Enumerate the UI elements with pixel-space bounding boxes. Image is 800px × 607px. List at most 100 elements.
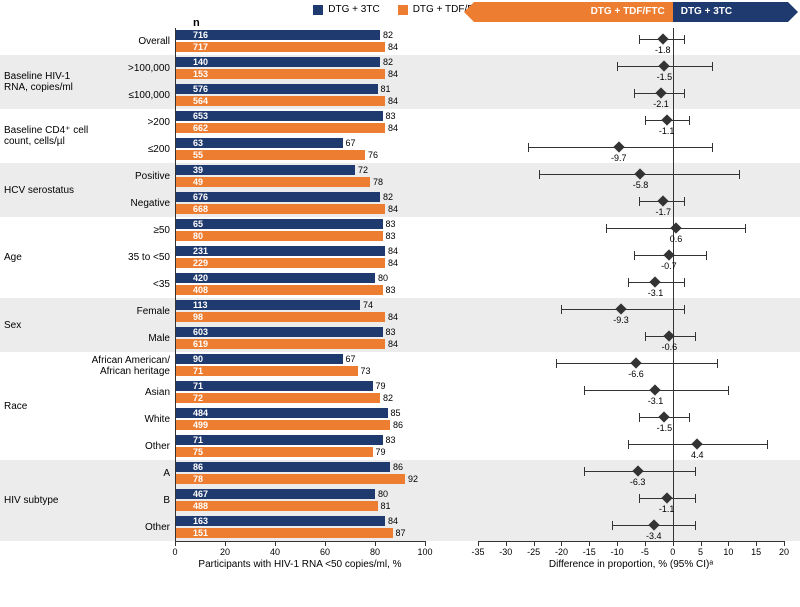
forest-point	[650, 384, 661, 395]
bar-pct: 84	[388, 516, 398, 526]
tick-label: 10	[723, 547, 733, 557]
bar-n: 467	[193, 489, 208, 499]
sub-label: ≤100,000	[90, 82, 170, 109]
tick	[506, 541, 507, 546]
forest-cap	[639, 197, 640, 206]
tick-label: -30	[499, 547, 512, 557]
tick-label: 5	[698, 547, 703, 557]
bar-pct: 67	[346, 138, 356, 148]
bar-n: 140	[193, 57, 208, 67]
bar-pct: 82	[383, 393, 393, 403]
forest-cap	[684, 89, 685, 98]
bar-n: 668	[193, 204, 208, 214]
bar-y-axis	[175, 28, 176, 541]
tick	[425, 541, 426, 546]
tick-label: 0	[172, 547, 177, 557]
tick	[728, 541, 729, 546]
tick	[534, 541, 535, 546]
forest-cap	[617, 62, 618, 71]
tick-label: -35	[471, 547, 484, 557]
legend-item-arm1: DTG + 3TC	[313, 4, 379, 15]
tick-label: 100	[417, 547, 432, 557]
sub-label: >100,000	[90, 55, 170, 82]
bar-n: 86	[193, 462, 203, 472]
bar-n: 39	[193, 165, 203, 175]
swatch-arm1	[313, 5, 323, 15]
bar-n: 163	[193, 516, 208, 526]
forest-cap	[695, 332, 696, 341]
bar-n: 564	[193, 96, 208, 106]
forest-cap	[639, 494, 640, 503]
bar-pct: 84	[388, 69, 398, 79]
forest-cap	[689, 413, 690, 422]
forest-value: -3.1	[648, 396, 664, 406]
bar-pct: 83	[386, 435, 396, 445]
forest-cap	[695, 494, 696, 503]
sub-label: Negative	[90, 190, 170, 217]
bar-pct: 84	[388, 246, 398, 256]
tick	[756, 541, 757, 546]
bar-n: 717	[193, 42, 208, 52]
bar-n: 603	[193, 327, 208, 337]
tick	[275, 541, 276, 546]
bar-n: 65	[193, 219, 203, 229]
bar-pct: 84	[388, 339, 398, 349]
bar	[175, 312, 385, 322]
bar	[175, 435, 383, 445]
forest-value: -3.4	[646, 531, 662, 541]
forest-value: -1.1	[659, 504, 675, 514]
forest-value: -6.3	[630, 477, 646, 487]
tick-label: 80	[370, 547, 380, 557]
forest-cap	[684, 278, 685, 287]
tick	[589, 541, 590, 546]
forest-value: -2.1	[653, 99, 669, 109]
tick	[325, 541, 326, 546]
arrow-left-label: DTG + TDF/FTC	[591, 6, 665, 17]
forest-cap	[739, 170, 740, 179]
tick-label: -25	[527, 547, 540, 557]
forest-cap	[645, 332, 646, 341]
group-label: Baseline CD4⁺ cell count, cells/µl	[4, 109, 90, 163]
bar-n: 662	[193, 123, 208, 133]
bar	[175, 219, 383, 229]
forest-point	[692, 438, 703, 449]
forest-cap	[539, 170, 540, 179]
bar-n: 676	[193, 192, 208, 202]
bar-pct: 84	[388, 96, 398, 106]
bar-pct: 67	[346, 354, 356, 364]
bar-pct: 92	[408, 474, 418, 484]
sub-label: White	[90, 406, 170, 433]
bar-n: 72	[193, 393, 203, 403]
forest-cap	[584, 467, 585, 476]
forest-cap	[645, 116, 646, 125]
tick-label: 0	[670, 547, 675, 557]
bar-pct: 80	[378, 273, 388, 283]
forest-cap	[561, 305, 562, 314]
group-label: Baseline HIV-1 RNA, copies/ml	[4, 55, 90, 109]
sub-label: A	[90, 460, 170, 487]
sub-label: African American/ African heritage	[90, 352, 170, 379]
bar-pct: 73	[361, 366, 371, 376]
bar-n: 78	[193, 474, 203, 484]
bar-n: 151	[193, 528, 208, 538]
bar-pct: 74	[363, 300, 373, 310]
bar-n: 63	[193, 138, 203, 148]
forest-axis	[478, 541, 784, 542]
direction-arrows: DTG + TDF/FTC DTG + 3TC	[478, 2, 798, 24]
forest-point	[630, 357, 641, 368]
bar-pct: 83	[386, 231, 396, 241]
sub-label: Positive	[90, 163, 170, 190]
forest-cap	[639, 413, 640, 422]
tick	[561, 541, 562, 546]
bar-pct: 80	[378, 489, 388, 499]
bar-n: 80	[193, 231, 203, 241]
forest-point	[661, 114, 672, 125]
bar-n: 499	[193, 420, 208, 430]
arrow-favors-arm2: DTG + TDF/FTC	[474, 2, 673, 22]
tick-label: 20	[220, 547, 230, 557]
forest-value: -1.5	[657, 72, 673, 82]
forest-cap	[728, 386, 729, 395]
bar-pct: 78	[373, 177, 383, 187]
forest-value: -3.1	[648, 288, 664, 298]
bar-pct: 76	[368, 150, 378, 160]
